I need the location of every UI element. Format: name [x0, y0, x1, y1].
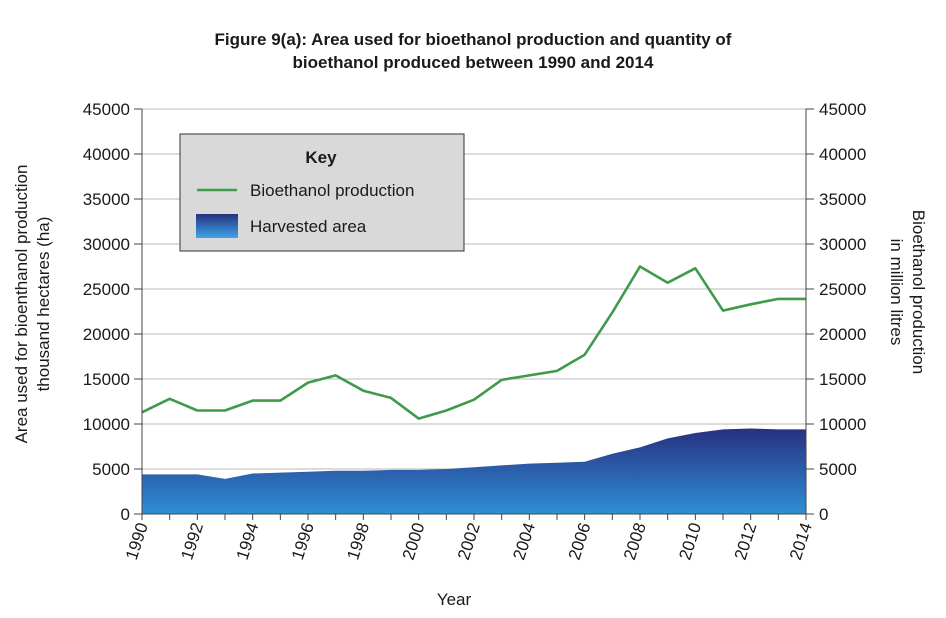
y-tick-label-right-35000: 35000: [819, 190, 866, 209]
y-tick-label-right-20000: 20000: [819, 325, 866, 344]
y-tick-label-right-45000: 45000: [819, 100, 866, 119]
y-tick-label-right-0: 0: [819, 505, 828, 524]
y-tick-label-left-30000: 30000: [83, 235, 130, 254]
y-tick-label-left-25000: 25000: [83, 280, 130, 299]
y-tick-label-right-5000: 5000: [819, 460, 857, 479]
y-tick-label-left-10000: 10000: [83, 415, 130, 434]
x-tick-label-2006: 2006: [565, 520, 595, 562]
harvested-area-series: [142, 428, 806, 514]
x-tick-label-1992: 1992: [177, 520, 207, 562]
x-tick-label-1996: 1996: [288, 520, 318, 562]
x-tick-label-2010: 2010: [675, 520, 705, 562]
y-tick-label-left-5000: 5000: [92, 460, 130, 479]
x-tick-label-1998: 1998: [343, 520, 373, 562]
y-tick-label-right-40000: 40000: [819, 145, 866, 164]
x-tick-label-2004: 2004: [509, 520, 539, 562]
legend-label-bioethanol: Bioethanol production: [250, 181, 414, 200]
y-tick-label-left-0: 0: [121, 505, 130, 524]
x-tick-label-2002: 2002: [454, 520, 484, 562]
chart-title: Figure 9(a): Area used for bioethanol pr…: [0, 28, 946, 74]
legend-label-harvested-area: Harvested area: [250, 217, 367, 236]
x-tick-label-1994: 1994: [233, 520, 263, 562]
legend-title: Key: [305, 148, 337, 167]
x-tick-label-2000: 2000: [399, 520, 429, 562]
x-tick-label-1990: 1990: [122, 520, 152, 562]
y-tick-label-left-40000: 40000: [83, 145, 130, 164]
y-axis-title-left-line1: Area used for bioenthanol production: [12, 165, 31, 444]
x-axis-title: Year: [437, 590, 472, 609]
chart-title-line2: bioethanol produced between 1990 and 201…: [292, 53, 654, 72]
legend-swatch-harvested-area: [196, 214, 238, 238]
y-tick-label-left-35000: 35000: [83, 190, 130, 209]
y-tick-label-left-15000: 15000: [83, 370, 130, 389]
x-tick-label-2012: 2012: [731, 520, 761, 562]
y-tick-label-right-25000: 25000: [819, 280, 866, 299]
y-axis-title-right-line2: in million litres: [887, 239, 906, 346]
y-tick-label-right-10000: 10000: [819, 415, 866, 434]
x-tick-label-2014: 2014: [786, 520, 816, 562]
chart-title-line1: Figure 9(a): Area used for bioethanol pr…: [214, 30, 732, 49]
x-tick-label-2008: 2008: [620, 520, 650, 562]
y-tick-label-right-30000: 30000: [819, 235, 866, 254]
y-tick-label-right-15000: 15000: [819, 370, 866, 389]
y-tick-label-left-20000: 20000: [83, 325, 130, 344]
y-axis-title-right-line1: Bioethanol production: [909, 210, 928, 374]
y-axis-title-left-line2: thousand hectares (ha): [34, 217, 53, 392]
y-tick-label-left-45000: 45000: [83, 100, 130, 119]
